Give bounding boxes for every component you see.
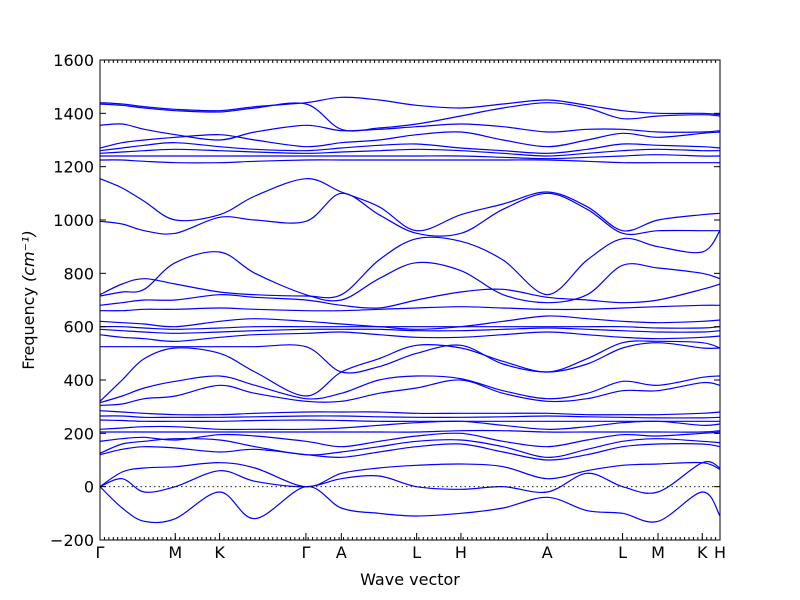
y-axis-label-text: Frequency — [19, 287, 38, 370]
y-tick-label: 1000 — [53, 211, 94, 230]
band-line-23 — [99, 410, 721, 416]
x-tick-label: K — [697, 543, 708, 562]
y-tick-label: 1400 — [53, 104, 94, 123]
band-line-13 — [99, 283, 721, 309]
band-line-29 — [99, 437, 721, 458]
x-tick-label: L — [412, 543, 421, 562]
x-tick-label: Γ — [96, 543, 105, 562]
band-line-16 — [99, 325, 721, 330]
y-tick-label: 1600 — [53, 51, 94, 70]
band-line-32 — [99, 461, 721, 494]
band-line-22 — [99, 379, 721, 406]
x-tick-label: A — [542, 543, 553, 562]
band-line-11 — [99, 230, 721, 299]
band-line-19 — [100, 342, 721, 374]
y-tick-label: 200 — [63, 424, 94, 443]
band-line-27 — [99, 429, 721, 433]
band-lines — [99, 96, 721, 524]
band-line-26 — [99, 420, 721, 431]
y-tick-label: 600 — [63, 318, 94, 337]
band-line-5 — [99, 142, 721, 154]
x-tick-label: H — [714, 543, 726, 562]
y-axis-label: Frequency (cm⁻¹) — [19, 230, 38, 369]
band-line-8 — [99, 159, 720, 164]
band-line-4 — [99, 131, 721, 149]
band-line-17 — [99, 327, 721, 334]
y-axis-ticks: −200 0 200 400 600 800 1000 1200 1400 1600 — [50, 51, 721, 550]
y-tick-label: 800 — [63, 264, 94, 283]
band-line-21 — [99, 375, 721, 404]
band-line-1 — [99, 96, 721, 116]
x-axis-label: Wave vector — [360, 570, 460, 589]
y-tick-label: 400 — [63, 371, 94, 390]
band-line-30 — [99, 443, 721, 461]
y-tick-label: 0 — [84, 478, 94, 497]
band-line-25 — [99, 419, 720, 422]
band-line-2 — [99, 102, 721, 132]
x-tick-label: M — [651, 543, 665, 562]
band-line-10 — [99, 192, 720, 237]
band-line-28 — [99, 431, 721, 448]
x-tick-label: L — [618, 543, 627, 562]
band-line-7 — [99, 154, 721, 160]
band-line-9 — [99, 178, 721, 232]
y-tick-label: 1200 — [53, 158, 94, 177]
x-tick-label: Γ — [301, 543, 310, 562]
band-line-12 — [99, 251, 721, 304]
band-line-31 — [99, 461, 721, 488]
band-line-3 — [99, 123, 721, 141]
y-axis-label-unit: (cm⁻¹) — [19, 230, 38, 282]
band-line-6 — [99, 148, 721, 157]
x-tick-label: A — [336, 543, 347, 562]
y-tick-label: −200 — [50, 531, 94, 550]
x-tick-label: M — [168, 543, 182, 562]
band-line-33 — [99, 486, 721, 524]
band-line-24 — [99, 415, 721, 419]
band-line-14 — [99, 304, 721, 312]
band-line-20 — [99, 340, 721, 402]
band-line-15 — [99, 315, 721, 330]
x-tick-label: K — [214, 543, 225, 562]
x-tick-label: H — [455, 543, 467, 562]
plot-frame — [99, 59, 721, 541]
band-line-18 — [99, 331, 721, 342]
